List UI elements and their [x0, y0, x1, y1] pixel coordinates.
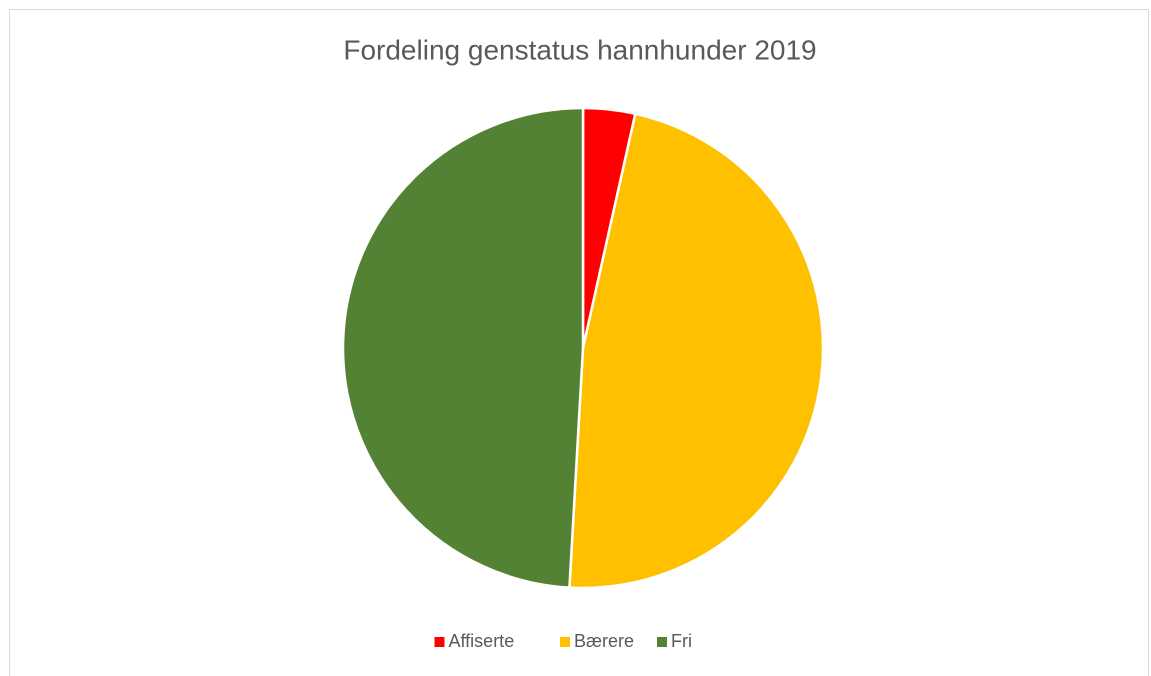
chart-title: Fordeling genstatus hannhunder 2019: [343, 34, 816, 65]
legend-swatch: [434, 637, 445, 647]
legend-label: Affiserte: [449, 631, 515, 651]
legend-swatch: [560, 637, 570, 647]
pie-slice: [341, 106, 585, 589]
legend-label: Fri: [671, 631, 692, 651]
pie-slice: [568, 112, 825, 590]
legend-label: Bærere: [574, 631, 634, 651]
legend-swatch: [657, 637, 667, 647]
